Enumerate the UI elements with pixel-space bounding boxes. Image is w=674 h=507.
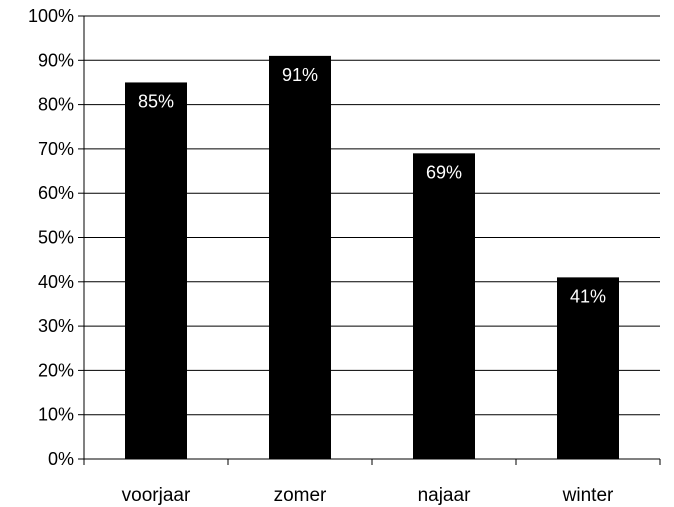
data-labels: 85% 91% 69% 41% bbox=[138, 65, 606, 306]
bars bbox=[125, 55, 619, 460]
data-label-voorjaar: 85% bbox=[138, 91, 174, 111]
bar-voorjaar bbox=[125, 82, 187, 459]
bar-zomer bbox=[269, 55, 331, 460]
y-tick-label: 50% bbox=[38, 228, 74, 248]
y-tick-label: 40% bbox=[38, 272, 74, 292]
y-tick-label: 10% bbox=[38, 405, 74, 425]
y-tick-label: 30% bbox=[38, 316, 74, 336]
bar-najaar bbox=[413, 153, 475, 459]
y-tick-label: 70% bbox=[38, 139, 74, 159]
y-tick-label: 100% bbox=[28, 6, 74, 26]
x-tick-label: zomer bbox=[274, 485, 327, 506]
data-label-najaar: 69% bbox=[426, 162, 462, 182]
y-tick-label: 0% bbox=[48, 449, 74, 469]
bar-winter bbox=[557, 277, 619, 459]
axes bbox=[78, 15, 661, 465]
y-tick-label: 60% bbox=[38, 183, 74, 203]
y-tick-label: 80% bbox=[38, 95, 74, 115]
x-tick-label: winter bbox=[562, 485, 614, 506]
y-tick-labels: 0% 10% 20% 30% 40% 50% 60% 70% 80% 90% 100% bbox=[28, 6, 74, 469]
data-label-winter: 41% bbox=[570, 286, 606, 306]
x-tick-label: najaar bbox=[418, 485, 471, 506]
x-tick-label: voorjaar bbox=[122, 485, 191, 506]
y-tick-label: 90% bbox=[38, 50, 74, 70]
x-tick-labels: voorjaar zomer najaar winter bbox=[122, 485, 614, 506]
y-tick-label: 20% bbox=[38, 360, 74, 380]
data-label-zomer: 91% bbox=[282, 65, 318, 85]
